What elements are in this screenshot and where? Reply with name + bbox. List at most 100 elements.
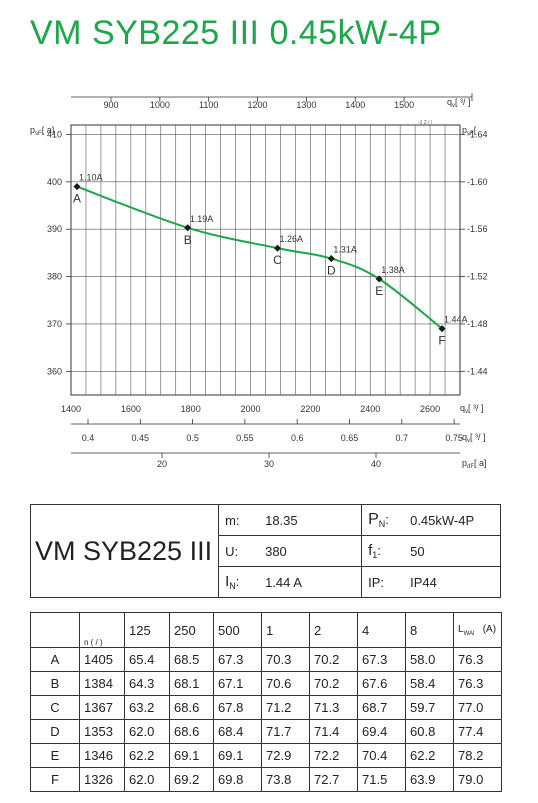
sound-level-value: 69.1: [169, 743, 214, 768]
row-label: C: [30, 695, 80, 720]
lwa-value: 79.0: [453, 767, 502, 792]
left-tick-label: 390: [47, 224, 62, 234]
top-tick-label: 1300: [296, 100, 316, 110]
sound-level-value: 67.1: [213, 671, 262, 696]
performance-curve: 1.10A A 1.19A B 1.26A C 1.31A D 1.38A E 1.44A F: [73, 173, 468, 348]
chart-grid: [70, 124, 461, 396]
table-row: F 1326 62.0 69.2 69.8 73.8 72.7 71.5 63.9 79.0: [30, 767, 502, 792]
table-row: D 1353 62.0 68.6 68.4 71.7 71.4 69.4 60.8 77.4: [30, 719, 502, 744]
freq-header-1k: 1: [261, 612, 310, 648]
table-row: A 1405 65.4 68.5 67.3 70.3 70.2 67.3 58.0 76.3: [30, 647, 502, 672]
noise-header-empty: [30, 612, 80, 648]
second-axis-label: qv[ ³/ ]: [462, 432, 486, 444]
row-label: B: [30, 671, 80, 696]
second-tick-label: 0.5: [186, 433, 199, 443]
sound-level-value: 72.9: [261, 743, 310, 768]
lwa-header: LWAl (A): [453, 612, 502, 648]
sound-level-value: 69.4: [357, 719, 406, 744]
operating-point-marker: [375, 275, 383, 283]
speed-value: 1405: [79, 647, 125, 672]
operating-point-marker: [327, 255, 335, 263]
operating-point-current: 1.10A: [79, 173, 103, 183]
operating-point-marker: [273, 244, 282, 252]
sound-level-value: 70.3: [261, 647, 310, 672]
right-tick-label: -1.44: [467, 366, 488, 376]
sound-level-value: 71.3: [309, 695, 358, 720]
bottom-tick-label: 2200: [300, 404, 320, 414]
left-tick-label: 380: [47, 272, 62, 282]
sound-level-value: 62.2: [124, 743, 170, 768]
sound-level-value: 68.4: [213, 719, 262, 744]
table-row: B 1384 64.3 68.1 67.1 70.6 70.2 67.6 58.4 76.3: [30, 671, 502, 696]
second-tick-label: 0.4: [82, 433, 95, 443]
operating-point-label: D: [327, 264, 336, 278]
freq-header-4k: 4: [357, 612, 406, 648]
lwa-value: 76.3: [453, 671, 502, 696]
lwa-value: 76.3: [453, 647, 502, 672]
speed-value: 1384: [79, 671, 125, 696]
performance-curve-line: [76, 185, 443, 330]
lwa-value: 78.2: [453, 743, 502, 768]
operating-point-current: 1.38A: [381, 265, 405, 275]
row-label: A: [30, 647, 80, 672]
table-row: C 1367 63.2 68.6 67.8 71.2 71.3 68.7 59.7 77.0: [30, 695, 502, 720]
sound-level-value: 69.8: [213, 767, 262, 792]
f-value: 50: [404, 535, 502, 567]
freq-header-2k: 2: [309, 612, 358, 648]
sound-level-value: 73.8: [261, 767, 310, 792]
pn-value: 0.45kW-4P: [404, 504, 502, 536]
sound-level-value: 69.2: [169, 767, 214, 792]
right-tick-label: -1.64: [467, 129, 488, 139]
operating-point-label: B: [184, 233, 192, 247]
operating-point-current: 1.44A: [444, 315, 468, 325]
pn-label: PN:: [361, 504, 405, 536]
sound-level-value: 63.9: [405, 767, 454, 792]
right-tick-label: -1.48: [467, 319, 488, 329]
right-tick-label: -1.56: [467, 224, 488, 234]
operating-point-marker: [184, 224, 192, 232]
speed-value: 1367: [79, 695, 125, 720]
sound-level-value: 67.8: [213, 695, 262, 720]
freq-header-500: 500: [213, 612, 262, 648]
top-tick-label: 1500: [394, 100, 414, 110]
sound-level-value: 72.2: [309, 743, 358, 768]
sound-level-value: 58.0: [405, 647, 454, 672]
sound-level-value: 62.0: [124, 767, 170, 792]
row-label: D: [30, 719, 80, 744]
operating-point-current: 1.19A: [190, 214, 214, 224]
left-tick-label: 410: [47, 129, 62, 139]
sound-level-value: 70.2: [309, 647, 358, 672]
right-axis-label: psF[: [462, 125, 477, 137]
in-value: 1.44 A: [259, 566, 363, 598]
left-axis-label: psF[ a]: [30, 125, 54, 137]
speed-value: 1353: [79, 719, 125, 744]
sound-level-value: 64.3: [124, 671, 170, 696]
bottom-tick-label: 1800: [181, 404, 201, 414]
operating-point-marker: [438, 325, 446, 333]
bottom-tick-label: 2000: [241, 404, 261, 414]
operating-point-label: C: [273, 253, 282, 267]
left-tick-label: 400: [47, 177, 62, 187]
sound-level-value: 72.7: [309, 767, 358, 792]
row-label: F: [30, 767, 80, 792]
noise-table: n ( / ) 125 250 500 1 2 4 8 LWAl (A) A 14…: [30, 612, 502, 792]
sound-level-value: 69.1: [213, 743, 262, 768]
top-tick-label: 1100: [199, 100, 218, 110]
sound-level-value: 71.7: [261, 719, 310, 744]
table-row: E 1346 62.2 69.1 69.1 72.9 72.2 70.4 62.2 78.2: [30, 743, 502, 768]
second-tick-label: 0.65: [341, 433, 359, 443]
page-title: VM SYB225 III 0.45kW-4P: [30, 14, 442, 52]
model-name: VM SYB225 III: [29, 504, 220, 598]
sound-level-value: 70.2: [309, 671, 358, 696]
operating-point-marker: [73, 183, 81, 191]
sound-level-value: 67.3: [357, 647, 406, 672]
sound-level-value: 71.5: [357, 767, 406, 792]
sound-level-value: 67.6: [357, 671, 406, 696]
sound-level-value: 63.2: [124, 695, 170, 720]
ip-value: IP44: [404, 566, 502, 598]
performance-chart: 410 -1.64 400 -1.60 390 -1.56 380 -1.52 370 -1.48…: [30, 93, 488, 470]
left-tick-label: 360: [47, 366, 62, 376]
sound-level-value: 67.3: [213, 647, 262, 672]
sound-level-value: 68.1: [169, 671, 214, 696]
bottom-axis-label: qv[ ³/ ]: [460, 403, 484, 415]
